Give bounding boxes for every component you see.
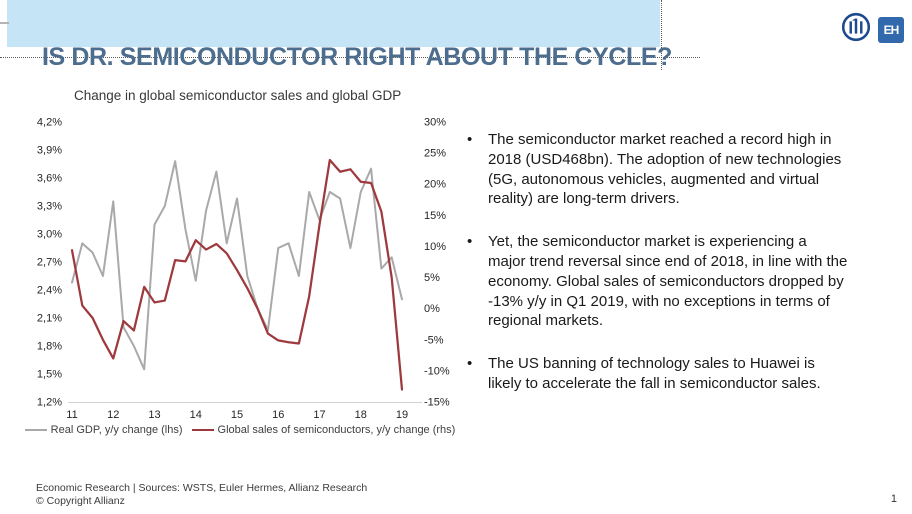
left-axis-tick: 2,7%	[37, 257, 62, 269]
left-axis-tick: 2,4%	[37, 285, 62, 297]
left-axis-tick: 3,0%	[37, 229, 62, 241]
guide-line-vertical	[661, 0, 662, 70]
bullet-item: • The US banning of technology sales to H…	[462, 354, 848, 394]
left-axis-tick: 3,6%	[37, 173, 62, 185]
legend-label: Global sales of semiconductors, y/y chan…	[217, 424, 456, 436]
right-axis-tick: -5%	[424, 334, 444, 346]
bullet-list: • The semiconductor market reached a reco…	[462, 130, 848, 417]
left-axis-tick: 4,2%	[37, 117, 62, 129]
footer: Economic Research | Sources: WSTS, Euler…	[36, 482, 367, 507]
left-axis-tick: 1,8%	[37, 341, 62, 353]
bullet-item: • The semiconductor market reached a reco…	[462, 130, 848, 209]
guide-line-horizontal	[0, 57, 700, 58]
x-axis-tick: 17	[313, 409, 325, 421]
page-number: 1	[890, 493, 897, 505]
series-line-1	[70, 158, 404, 391]
legend-swatch	[24, 429, 47, 431]
x-axis-tick: 12	[107, 409, 119, 421]
bullet-text: The US banning of technology sales to Hu…	[488, 355, 821, 392]
right-axis-tick: -10%	[424, 365, 450, 377]
x-axis-tick: 18	[355, 409, 367, 421]
euler-hermes-logo: EH	[878, 16, 904, 43]
left-axis-tick: 2,1%	[37, 313, 62, 325]
x-axis-tick: 11	[66, 409, 77, 421]
x-axis-tick: 16	[272, 409, 284, 421]
footer-sources: Economic Research | Sources: WSTS, Euler…	[36, 482, 368, 494]
line-chart: 4,2% 3,9% 3,6% 3,3% 3,0% 2,7% 2,4% 2,1% 1,8% 1,5%…	[37, 117, 450, 422]
right-axis-tick: 10%	[424, 241, 446, 253]
bullet-marker: •	[467, 131, 473, 148]
chart-title: Change in global semiconductor sales and…	[74, 88, 402, 103]
right-axis-tick: 5%	[424, 272, 440, 284]
x-axis-tick: 13	[148, 409, 160, 421]
right-axis-tick: -15%	[424, 397, 450, 409]
x-axis-tick: 14	[190, 409, 202, 421]
bullet-text: Yet, the semiconductor market is experie…	[488, 233, 848, 330]
left-axis-tick: 1,2%	[37, 397, 62, 409]
legend-label: Real GDP, y/y change (lhs)	[50, 424, 183, 436]
allianz-logo-icon	[840, 11, 872, 48]
right-axis-tick: 0%	[424, 303, 440, 315]
footer-copyright: © Copyright Allianz	[36, 494, 125, 507]
edge-tick-mark	[0, 22, 9, 24]
logo-row: EH	[840, 11, 904, 48]
bullet-marker: •	[467, 355, 473, 373]
right-axis-tick: 30%	[424, 117, 446, 129]
series-line-0	[71, 160, 403, 371]
x-axis-tick: 15	[231, 409, 243, 421]
slide-title: IS DR. SEMICONDUCTOR RIGHT ABOUT THE CYC…	[42, 43, 673, 71]
header-band	[7, 0, 660, 47]
left-axis-tick: 1,5%	[37, 369, 62, 381]
chart-legend: Real GDP, y/y change (lhs) Global sales o…	[24, 424, 455, 436]
left-axis-tick: 3,3%	[37, 201, 62, 213]
right-axis-tick: 15%	[424, 210, 446, 222]
legend-item: Global sales of semiconductors, y/y chan…	[191, 424, 456, 436]
x-axis-tick: 19	[396, 409, 408, 421]
legend-swatch	[191, 429, 214, 431]
eh-logo-text: EH	[883, 22, 900, 37]
bullet-marker: •	[467, 233, 473, 251]
right-axis-tick: 20%	[424, 179, 446, 191]
left-axis-tick: 3,9%	[37, 145, 62, 157]
bullet-item: • Yet, the semiconductor market is experi…	[462, 232, 848, 331]
bullet-text: The semiconductor market reached a recor…	[488, 131, 842, 208]
legend-item: Real GDP, y/y change (lhs)	[24, 424, 183, 436]
right-axis-tick: 25%	[424, 148, 446, 160]
